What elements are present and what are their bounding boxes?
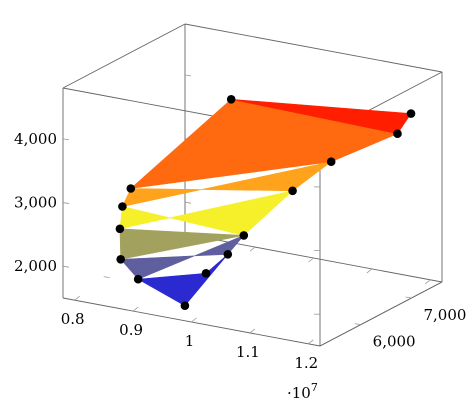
data-point bbox=[239, 231, 249, 240]
x-tick-label: 0.8 bbox=[61, 310, 85, 328]
x-tick-mark bbox=[249, 246, 256, 252]
x-tick-mark bbox=[366, 268, 373, 274]
data-point bbox=[201, 269, 211, 278]
z-tick-label: 2,000 bbox=[14, 257, 57, 275]
z-tick-mark bbox=[62, 202, 70, 204]
box-edge bbox=[62, 23, 186, 89]
data-point bbox=[133, 274, 143, 284]
z-tick-label: 3,000 bbox=[14, 194, 57, 212]
data-point bbox=[393, 129, 402, 138]
x-tick-mark bbox=[249, 328, 256, 334]
z-tick-mark bbox=[62, 265, 70, 268]
x-tick-mark bbox=[191, 317, 197, 323]
x-tick-mark bbox=[132, 306, 139, 312]
y-tick-mark bbox=[405, 296, 412, 299]
z-tick-label: 4,000 bbox=[14, 130, 57, 148]
x-tick-mark bbox=[425, 279, 431, 285]
chart-box-front bbox=[62, 88, 443, 347]
z-tick-mark bbox=[184, 201, 192, 204]
data-markers bbox=[115, 95, 416, 311]
data-point bbox=[116, 254, 125, 264]
y-tick-label: 7,000 bbox=[424, 306, 467, 324]
x-tick-mark bbox=[308, 257, 314, 263]
data-point bbox=[406, 109, 416, 118]
x-tick-label: 1 bbox=[185, 332, 195, 350]
surface-patches bbox=[119, 99, 412, 307]
x-tick-mark bbox=[74, 295, 80, 301]
x-tick-mark bbox=[308, 339, 314, 345]
data-point bbox=[226, 95, 236, 104]
x-axis-multiplier: ·107 bbox=[287, 381, 318, 402]
x-tick-label: 0.9 bbox=[119, 321, 143, 339]
surface-band bbox=[119, 228, 245, 260]
y-axis-line bbox=[319, 281, 443, 347]
x-tick-label: 1.1 bbox=[236, 343, 260, 361]
y-tick-mark bbox=[354, 323, 361, 326]
data-point bbox=[126, 184, 136, 193]
box-edge bbox=[184, 23, 443, 73]
data-point bbox=[180, 301, 190, 311]
data-point bbox=[118, 202, 127, 211]
data-point bbox=[223, 250, 233, 259]
z-tick-mark bbox=[184, 74, 192, 77]
y-tick-mark bbox=[103, 276, 110, 279]
x-axis-multiplier-base: ·10 bbox=[287, 384, 311, 402]
data-point bbox=[288, 186, 297, 196]
x-axis-multiplier-exponent: 7 bbox=[311, 381, 318, 394]
tick-labels: 2,000 3,000 4,000 0.8 0.9 1 1.1 1.2 6,000 7,000 bbox=[14, 130, 466, 372]
x-tick-label: 1.2 bbox=[294, 354, 318, 372]
data-point bbox=[115, 224, 125, 234]
data-point bbox=[326, 157, 336, 166]
z-tick-mark bbox=[62, 138, 70, 141]
surface-band bbox=[230, 99, 412, 134]
y-tick-label: 6,000 bbox=[373, 333, 416, 351]
